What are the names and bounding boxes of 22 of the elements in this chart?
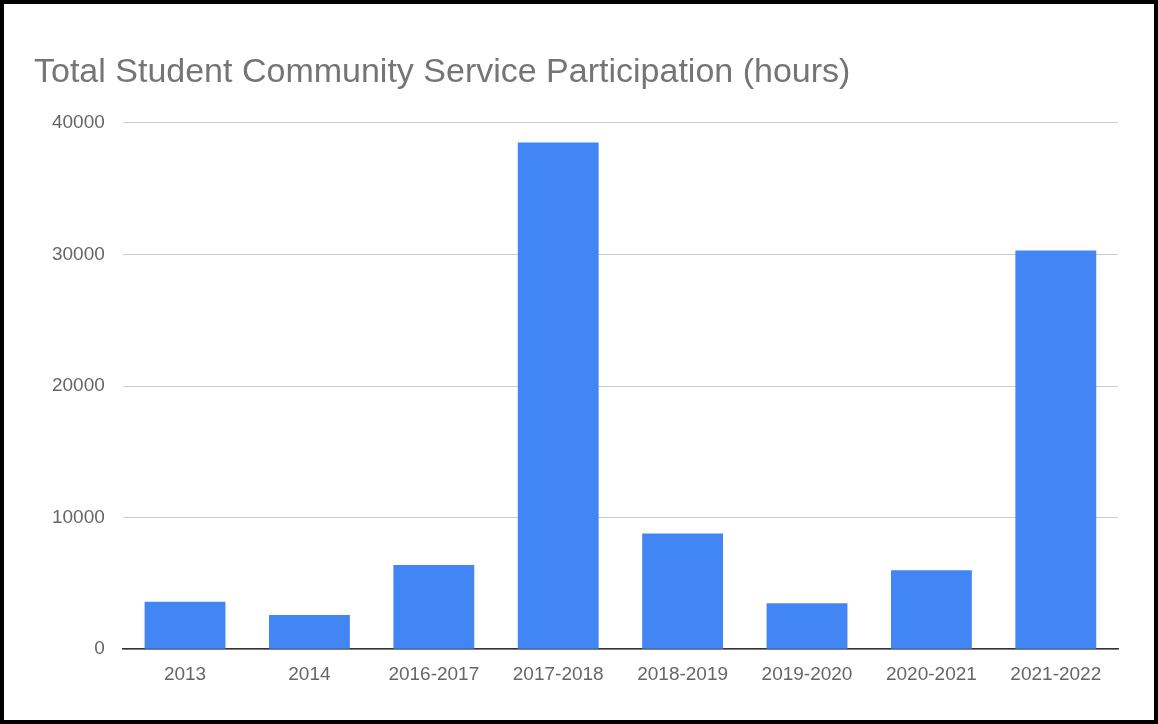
chart-title: Total Student Community Service Participation (hours): [34, 50, 851, 89]
bar: [766, 603, 848, 649]
x-tick-label: 2013: [163, 662, 207, 684]
bar: [642, 533, 724, 649]
bar: [144, 601, 226, 649]
bar: [890, 570, 972, 649]
bar: [517, 142, 599, 649]
y-tick-label: 30000: [51, 242, 105, 264]
y-tick-label: 0: [94, 637, 105, 659]
x-tick-label: 2020-2021: [885, 662, 977, 684]
x-tick-label: 2019-2020: [761, 662, 853, 684]
bar: [393, 564, 475, 649]
y-tick-label: 20000: [51, 374, 105, 396]
y-tick-label: 40000: [51, 111, 105, 133]
y-tick-label: 10000: [51, 505, 105, 527]
bar: [1015, 250, 1097, 649]
x-tick-label: 2018-2019: [637, 662, 729, 684]
x-tick-label: 2016-2017: [388, 662, 480, 684]
bar: [269, 614, 350, 649]
x-tick-label: 2021-2022: [1010, 662, 1102, 684]
x-tick-label: 2014: [288, 662, 331, 684]
x-tick-label: 2017-2018: [512, 662, 604, 684]
